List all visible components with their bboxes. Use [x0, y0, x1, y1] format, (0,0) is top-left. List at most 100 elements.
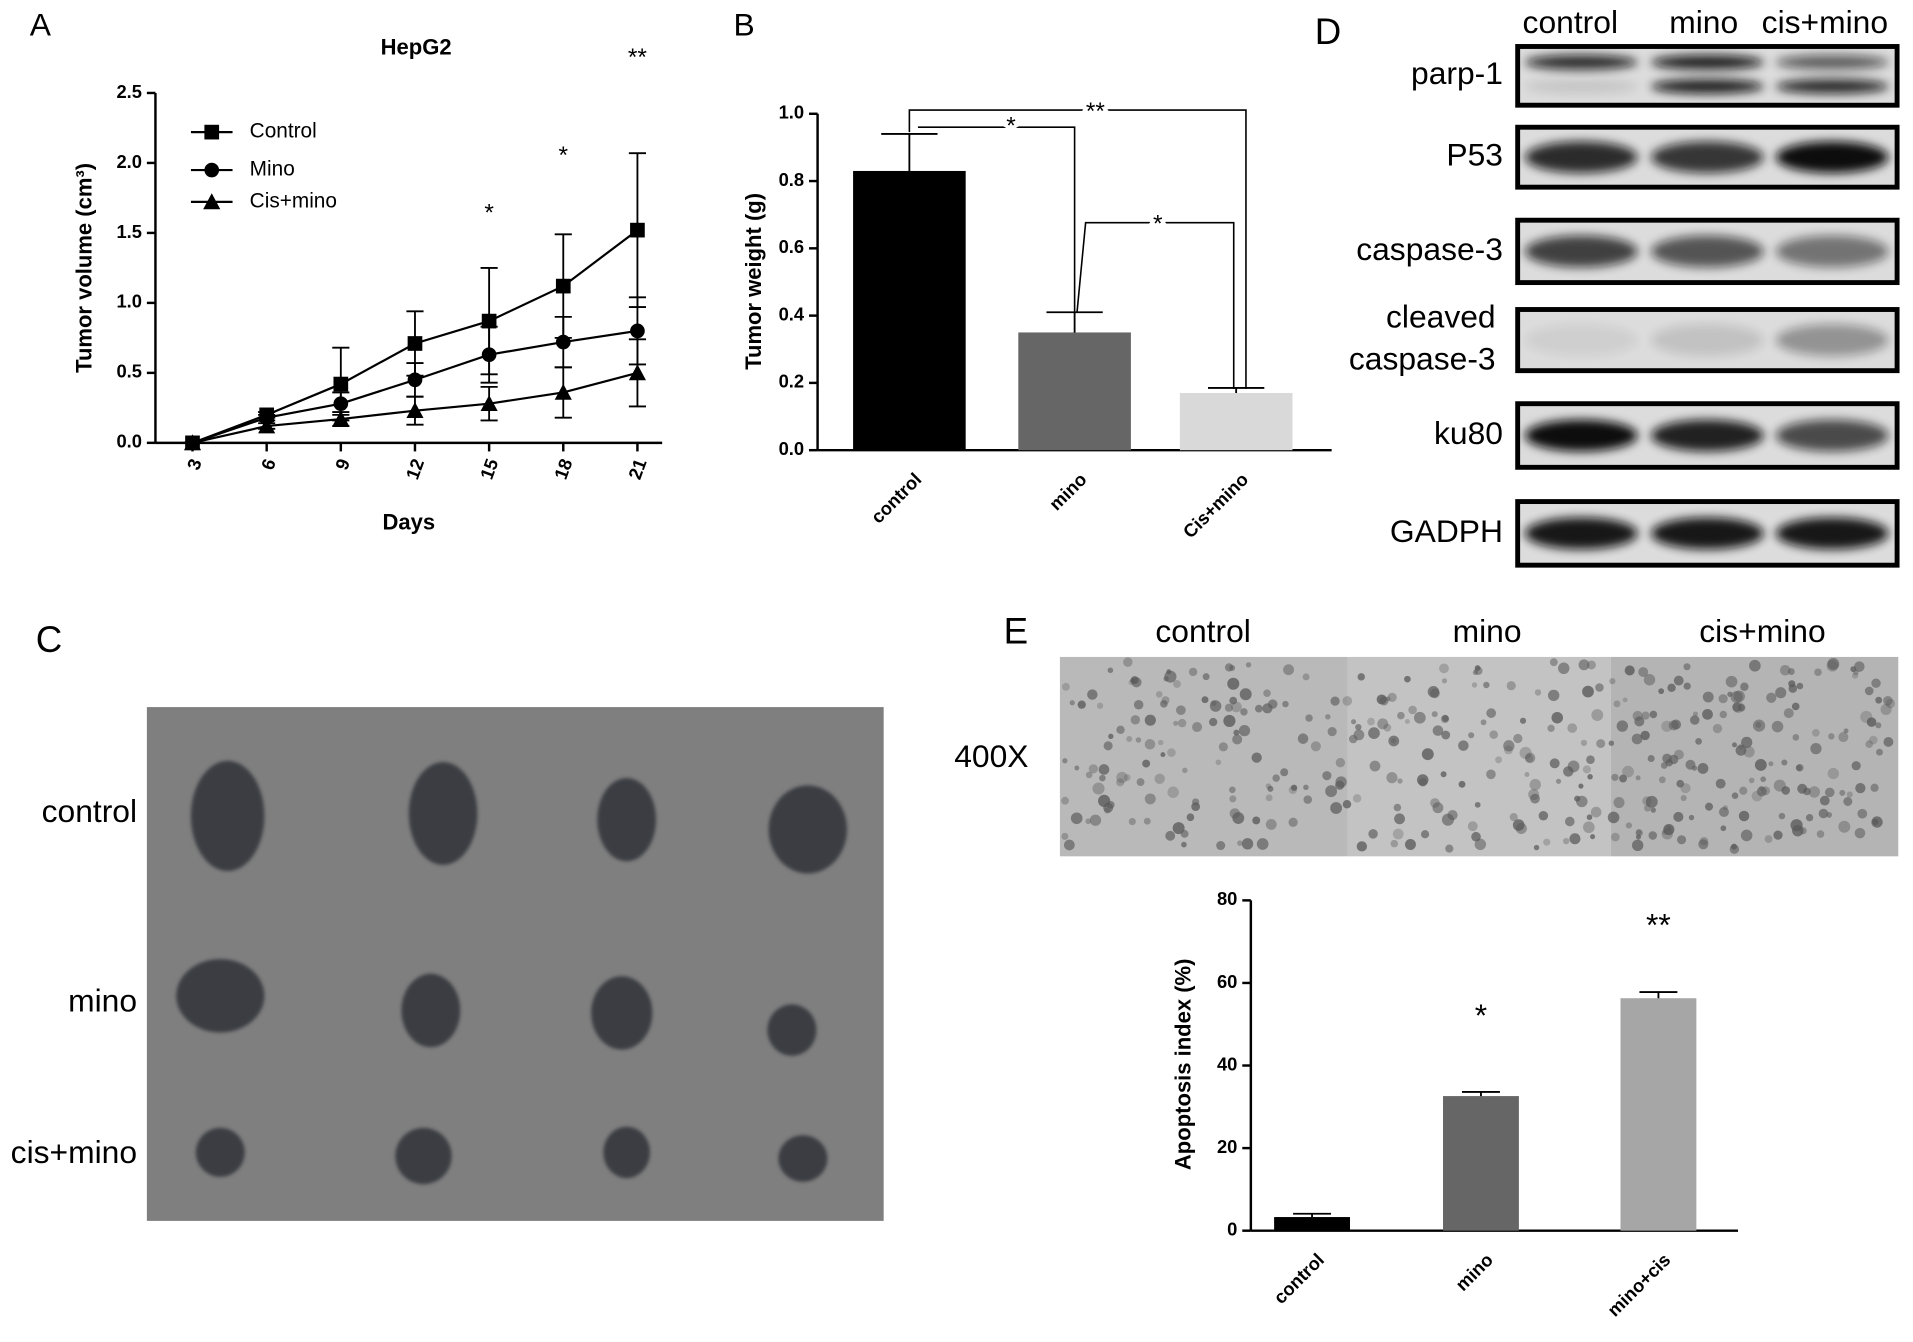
cell	[1191, 802, 1201, 811]
cell	[1883, 695, 1893, 706]
cell	[1693, 711, 1698, 717]
cell	[1635, 834, 1642, 840]
cell	[1650, 807, 1656, 813]
cell	[1251, 752, 1262, 763]
row-label: ku80	[1434, 415, 1503, 451]
tumors	[176, 760, 847, 1185]
cell	[1186, 813, 1195, 822]
cell	[1472, 669, 1478, 676]
cell	[1613, 797, 1625, 809]
cell	[1176, 705, 1186, 716]
y-tick-label: 20	[1217, 1136, 1237, 1157]
cell	[1085, 818, 1092, 825]
cell	[1223, 714, 1236, 727]
cell	[1698, 839, 1709, 850]
cell	[1218, 742, 1228, 752]
annotation: **	[1646, 907, 1671, 943]
cell	[1209, 717, 1218, 727]
cell	[1673, 675, 1684, 686]
cell	[1288, 817, 1298, 827]
cell	[1580, 739, 1588, 747]
cell	[1839, 789, 1846, 796]
cell	[1509, 813, 1518, 822]
y-axis-label: Tumor volume (cm³)	[71, 163, 96, 373]
blot-band	[1775, 55, 1889, 70]
cell	[1263, 689, 1271, 697]
cell	[1704, 802, 1714, 811]
lane-label: control	[1523, 4, 1618, 40]
cell	[1773, 830, 1783, 840]
cell	[1160, 700, 1168, 708]
cell	[1748, 777, 1755, 784]
cell	[1143, 817, 1151, 825]
cell	[1103, 741, 1113, 751]
cell	[1368, 829, 1378, 839]
cell	[1740, 829, 1753, 842]
cell	[1092, 782, 1105, 795]
cell	[1658, 688, 1665, 695]
cell	[1241, 838, 1254, 850]
cell	[1791, 702, 1800, 711]
cell	[1303, 795, 1313, 804]
cell	[1519, 746, 1532, 760]
cell	[1622, 697, 1628, 703]
marker	[628, 364, 646, 381]
cell	[1783, 708, 1794, 719]
blot-band	[1775, 79, 1889, 94]
legend-label: Mino	[250, 158, 295, 181]
cell	[1441, 813, 1455, 826]
y-tick-label: 1.0	[779, 102, 805, 123]
cell	[1229, 808, 1241, 819]
cell	[1641, 711, 1650, 720]
cell	[1677, 835, 1687, 845]
cell	[1172, 822, 1185, 835]
cell	[1099, 774, 1106, 782]
cell	[1394, 813, 1405, 825]
cell	[1495, 756, 1503, 764]
cell	[1635, 828, 1643, 836]
cell	[1725, 675, 1738, 688]
cell	[1697, 763, 1709, 774]
y-tick-label: 1.5	[116, 221, 142, 242]
y-tick-label: 40	[1217, 1053, 1237, 1074]
bar	[853, 170, 966, 451]
cell	[1077, 700, 1086, 709]
cell	[1611, 773, 1619, 781]
lane-label: cis+mino	[1762, 4, 1888, 40]
cell	[1843, 728, 1849, 734]
cell	[1154, 773, 1165, 784]
cell	[1356, 841, 1368, 852]
marker	[481, 313, 497, 329]
cell	[1555, 778, 1562, 784]
cell	[1768, 761, 1774, 767]
panel-label: B	[734, 6, 755, 42]
cell	[1683, 663, 1691, 671]
cell	[1838, 732, 1849, 743]
cell	[1376, 694, 1387, 705]
cell	[1661, 828, 1673, 840]
cell	[1387, 692, 1397, 702]
cell	[1818, 808, 1829, 819]
blot-band	[1651, 55, 1764, 70]
cell	[1519, 717, 1527, 724]
cell	[1718, 807, 1729, 818]
cell	[1130, 676, 1139, 685]
cell	[1680, 794, 1687, 802]
cell	[1756, 786, 1767, 797]
cell	[1440, 714, 1450, 724]
marker	[333, 396, 349, 412]
row-label: control	[42, 793, 137, 829]
cell	[1123, 774, 1131, 782]
cell	[1720, 825, 1727, 832]
blot-band	[1525, 517, 1638, 550]
cell	[1647, 755, 1655, 763]
cell	[1408, 705, 1417, 715]
blot-band	[1525, 55, 1638, 70]
cell	[1530, 793, 1540, 804]
magnification: 400X	[954, 738, 1028, 774]
cell	[1611, 832, 1620, 842]
cell	[1741, 736, 1753, 749]
cell	[1871, 678, 1881, 688]
y-tick-label: 0.0	[779, 438, 805, 459]
cell	[1771, 720, 1784, 733]
